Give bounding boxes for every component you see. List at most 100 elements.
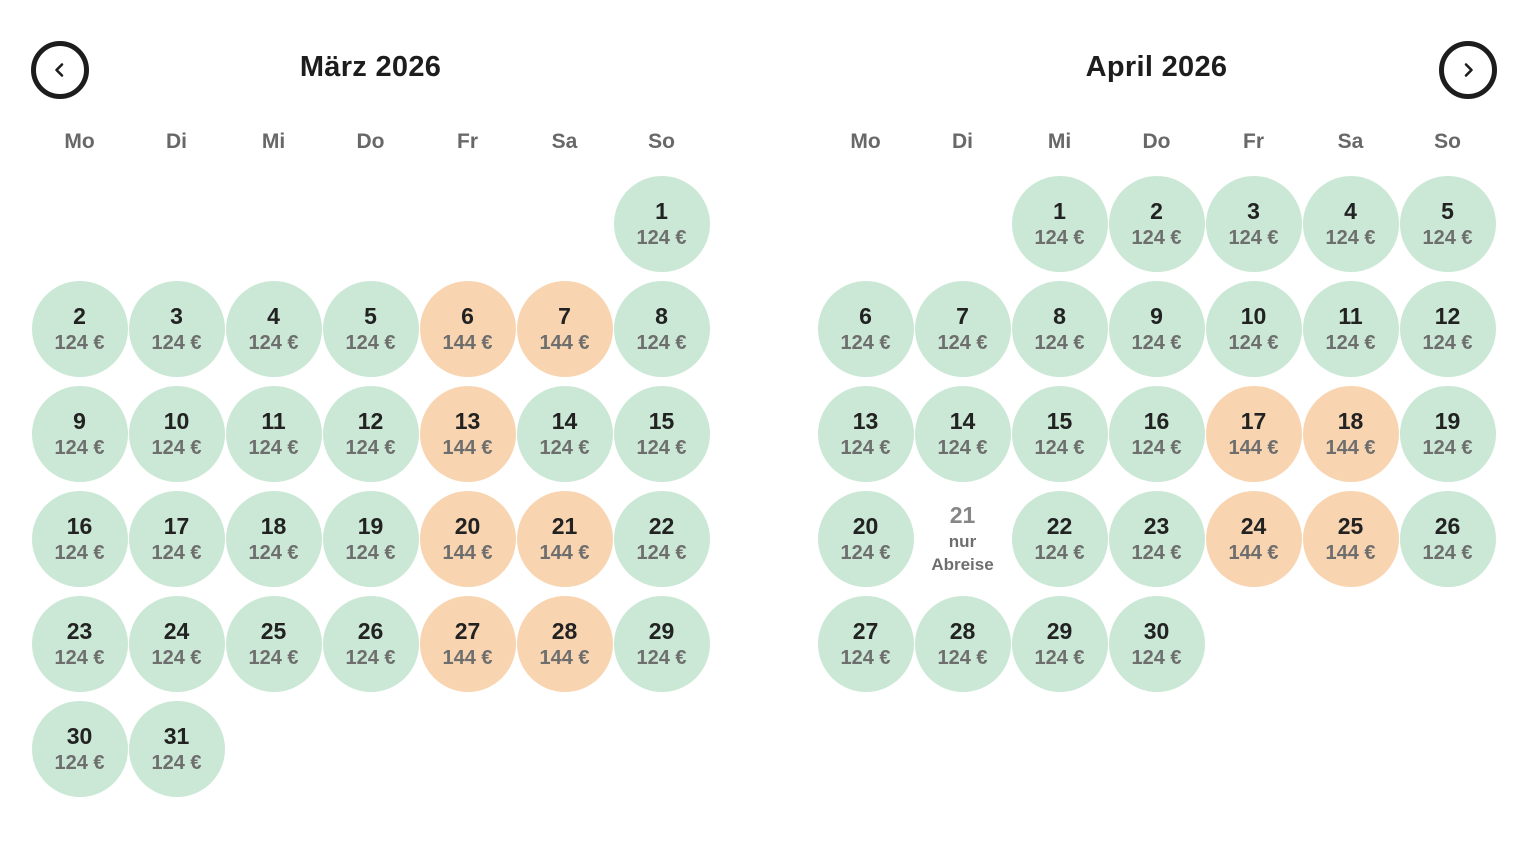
day-price: 124 € <box>54 647 105 670</box>
calendar-day[interactable]: 30 124 € <box>31 701 128 797</box>
calendar-day[interactable]: 19 124 € <box>322 491 419 587</box>
prev-month-button[interactable] <box>31 41 89 99</box>
calendar-day[interactable]: 26 124 € <box>1399 491 1496 587</box>
day-price: 124 € <box>1422 227 1473 250</box>
day-price: 124 € <box>345 542 396 565</box>
day-price: 124 € <box>248 332 299 355</box>
calendar-day[interactable]: 17 144 € <box>1205 386 1302 482</box>
calendar-day[interactable]: 15 124 € <box>1011 386 1108 482</box>
calendar-day[interactable]: 1 124 € <box>613 176 710 272</box>
calendar-day[interactable]: 9 124 € <box>1108 281 1205 377</box>
calendar-day[interactable]: 5 124 € <box>1399 176 1496 272</box>
calendar-day[interactable]: 29 124 € <box>613 596 710 692</box>
calendar-day[interactable]: 1 124 € <box>1011 176 1108 272</box>
calendar-day-cell: 14 124 € <box>914 386 1011 491</box>
calendar-day[interactable]: 27 124 € <box>817 596 914 692</box>
calendar-day-cell: 8 124 € <box>1011 281 1108 386</box>
day-number: 15 <box>648 407 675 434</box>
calendar-day[interactable]: 2 124 € <box>31 281 128 377</box>
calendar-day[interactable]: 11 124 € <box>1302 281 1399 377</box>
calendar-day[interactable]: 18 144 € <box>1302 386 1399 482</box>
calendar-day[interactable]: 6 144 € <box>419 281 516 377</box>
calendar-day[interactable]: 19 124 € <box>1399 386 1496 482</box>
calendar-day[interactable]: 3 124 € <box>128 281 225 377</box>
calendar-day[interactable]: 10 124 € <box>1205 281 1302 377</box>
calendar-day[interactable]: 29 124 € <box>1011 596 1108 692</box>
calendar-day[interactable]: 23 124 € <box>1108 491 1205 587</box>
next-month-button[interactable] <box>1439 41 1497 99</box>
weekday-header: Fr <box>1243 130 1264 153</box>
calendar-day[interactable]: 17 124 € <box>128 491 225 587</box>
calendar-day-departure-only[interactable]: 21 nur Abreise <box>915 491 1011 587</box>
calendar-day-cell: 22 124 € <box>1011 491 1108 596</box>
day-price: 124 € <box>636 332 687 355</box>
month-panel-march: März 2026 Mo Di Mi Do Fr Sa So 1 124 €2 124 €3 12… <box>31 0 710 806</box>
day-number: 19 <box>357 512 384 539</box>
calendar-day[interactable]: 28 124 € <box>914 596 1011 692</box>
day-number: 25 <box>1337 512 1364 539</box>
calendar-day[interactable]: 9 124 € <box>31 386 128 482</box>
calendar-day[interactable]: 18 124 € <box>225 491 322 587</box>
calendar-day[interactable]: 26 124 € <box>322 596 419 692</box>
calendar-day[interactable]: 10 124 € <box>128 386 225 482</box>
day-number: 13 <box>454 407 481 434</box>
calendar-day[interactable]: 30 124 € <box>1108 596 1205 692</box>
calendar-day[interactable]: 23 124 € <box>31 596 128 692</box>
day-number: 12 <box>1434 302 1461 329</box>
calendar-day-cell: 21 nur Abreise <box>914 491 1011 596</box>
calendar-day[interactable]: 27 144 € <box>419 596 516 692</box>
calendar-day[interactable]: 6 124 € <box>817 281 914 377</box>
weekday-header: Mo <box>850 130 881 153</box>
day-number: 17 <box>163 512 190 539</box>
calendar-day[interactable]: 15 124 € <box>613 386 710 482</box>
calendar-day[interactable]: 14 124 € <box>914 386 1011 482</box>
calendar-day[interactable]: 22 124 € <box>1011 491 1108 587</box>
calendar-day[interactable]: 8 124 € <box>613 281 710 377</box>
day-price: 124 € <box>539 437 590 460</box>
calendar-day[interactable]: 12 124 € <box>322 386 419 482</box>
day-price: 124 € <box>151 752 202 775</box>
calendar-day[interactable]: 25 124 € <box>225 596 322 692</box>
day-price: 124 € <box>345 437 396 460</box>
calendar-day[interactable]: 20 124 € <box>817 491 914 587</box>
weekday-header: So <box>648 130 675 153</box>
calendar-day[interactable]: 2 124 € <box>1108 176 1205 272</box>
calendar-day[interactable]: 11 124 € <box>225 386 322 482</box>
calendar-day[interactable]: 24 144 € <box>1205 491 1302 587</box>
calendar-day[interactable]: 12 124 € <box>1399 281 1496 377</box>
calendar-day[interactable]: 4 124 € <box>225 281 322 377</box>
calendar-day[interactable]: 25 144 € <box>1302 491 1399 587</box>
weekday-header: Di <box>952 130 973 153</box>
calendar-day[interactable]: 31 124 € <box>128 701 225 797</box>
calendar-day[interactable]: 3 124 € <box>1205 176 1302 272</box>
calendar-day-cell: 1 124 € <box>613 176 710 281</box>
day-price: 124 € <box>1034 227 1085 250</box>
day-price: 124 € <box>636 542 687 565</box>
calendar-day[interactable]: 4 124 € <box>1302 176 1399 272</box>
calendar-day[interactable]: 8 124 € <box>1011 281 1108 377</box>
calendar-day[interactable]: 28 144 € <box>516 596 613 692</box>
calendar-day[interactable]: 24 124 € <box>128 596 225 692</box>
calendar-day-cell: 19 124 € <box>322 491 419 596</box>
calendar-day[interactable]: 14 124 € <box>516 386 613 482</box>
calendar-day[interactable]: 13 124 € <box>817 386 914 482</box>
calendar-day-cell: 18 144 € <box>1302 386 1399 491</box>
calendar-day[interactable]: 20 144 € <box>419 491 516 587</box>
calendar-day-cell: 11 124 € <box>225 386 322 491</box>
calendar-day[interactable]: 13 144 € <box>419 386 516 482</box>
calendar-day[interactable]: 7 144 € <box>516 281 613 377</box>
calendar-day[interactable]: 5 124 € <box>322 281 419 377</box>
weekday-header-row: Mo Di Mi Do Fr Sa So <box>31 130 710 154</box>
day-number: 13 <box>852 407 879 434</box>
calendar-day-cell: 27 144 € <box>419 596 516 701</box>
calendar-day[interactable]: 7 124 € <box>914 281 1011 377</box>
calendar-day-cell: 16 124 € <box>31 491 128 596</box>
calendar-day[interactable]: 16 124 € <box>1108 386 1205 482</box>
day-price: 144 € <box>1325 542 1376 565</box>
calendar-day[interactable]: 22 124 € <box>613 491 710 587</box>
calendar-day-cell: 23 124 € <box>1108 491 1205 596</box>
calendar-day[interactable]: 21 144 € <box>516 491 613 587</box>
calendar-day[interactable]: 16 124 € <box>31 491 128 587</box>
calendar-day-cell: 31 124 € <box>128 701 225 806</box>
